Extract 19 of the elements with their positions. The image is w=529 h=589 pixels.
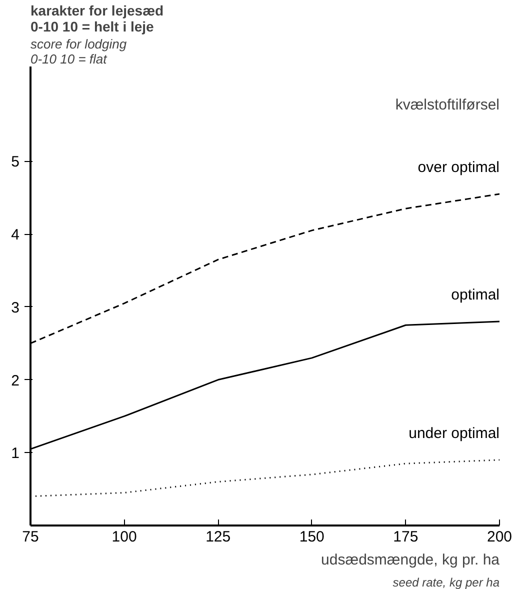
series-label: over optimal <box>418 159 500 176</box>
chart-subtitle: score for lodging 0-10 10 = flat <box>30 36 128 66</box>
x-axis-title: udsædsmængde, kg pr. ha <box>321 552 500 568</box>
series-label: optimal <box>451 286 500 304</box>
y-tick-label: 3 <box>11 299 20 316</box>
x-tick-label: 100 <box>112 528 137 546</box>
x-tick-label: 200 <box>486 528 512 546</box>
series-label: under optimal <box>408 424 500 442</box>
y-tick-label: 1 <box>11 445 20 462</box>
x-tick-label: 75 <box>22 528 39 546</box>
y-tick-label: 2 <box>11 372 20 390</box>
x-tick-label: 125 <box>206 528 231 546</box>
x-tick-label: 175 <box>393 528 418 546</box>
legend-title: kvælstoftilførsel <box>395 96 500 114</box>
y-tick-label: 4 <box>11 226 20 244</box>
chart-title: karakter for lejesæd 0-10 10 = helt i leje <box>30 2 164 34</box>
x-tick-label: 150 <box>299 528 324 546</box>
text: seed rate, kg per ha <box>392 576 500 589</box>
y-tick-label: 5 <box>11 154 20 171</box>
